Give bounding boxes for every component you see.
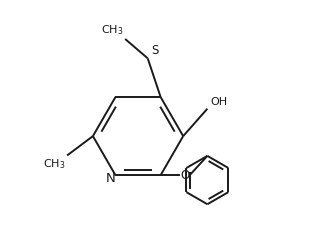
Text: CH$_3$: CH$_3$ <box>43 157 66 171</box>
Text: OH: OH <box>210 97 227 107</box>
Text: CH$_3$: CH$_3$ <box>101 24 123 37</box>
Text: O: O <box>180 169 190 182</box>
Text: N: N <box>106 172 115 185</box>
Text: S: S <box>151 44 158 57</box>
